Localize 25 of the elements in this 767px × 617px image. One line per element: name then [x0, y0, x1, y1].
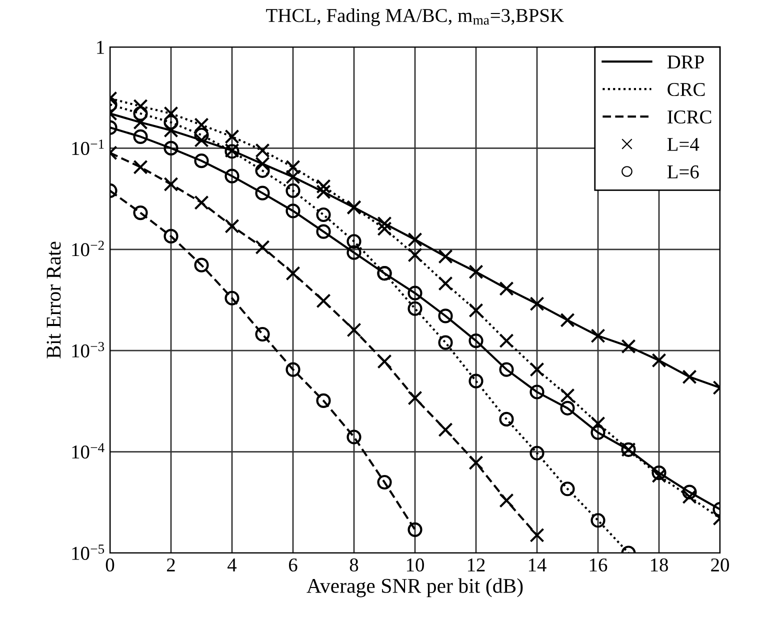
annotation: L=4: [667, 138, 700, 151]
x-tick-label: 18: [650, 558, 668, 572]
legend-label: ICRC: [668, 110, 712, 124]
y-tick-label: 10$^{−2}$: [72, 240, 104, 256]
x-tick-label: 16: [590, 558, 608, 572]
x-tick-label: 12: [468, 558, 485, 572]
legend-label: CRC: [668, 82, 705, 96]
x-tick-label: 14: [528, 558, 546, 572]
x-tick-label: 10: [406, 558, 424, 572]
y-axis-title: Bit Error Rate: [46, 242, 61, 358]
y-tick-label: 10$^{−3}$: [72, 342, 104, 358]
x-tick-label: 0: [106, 558, 114, 572]
chart-title: THCL, Fading MA/BC, m$_{ma}$=3,BPSK: [266, 8, 564, 26]
x-tick-label: 4: [228, 558, 237, 572]
y-tick-label: 10$^{−4}$: [72, 443, 104, 459]
x-tick-label: 6: [288, 558, 298, 572]
x-tick-label: 8: [350, 558, 358, 572]
legend-label: DRP: [667, 56, 704, 68]
y-tick-label: 1: [97, 40, 104, 54]
y-tick-label: 10$^{−5}$: [72, 544, 104, 560]
x-tick-label: 2: [166, 558, 175, 572]
annotation: L=6: [667, 165, 699, 178]
y-tick-label: 10$^{−1}$: [72, 140, 104, 156]
x-axis-title: Average SNR per bit (dB): [306, 578, 523, 598]
x-tick-label: 20: [711, 558, 729, 572]
